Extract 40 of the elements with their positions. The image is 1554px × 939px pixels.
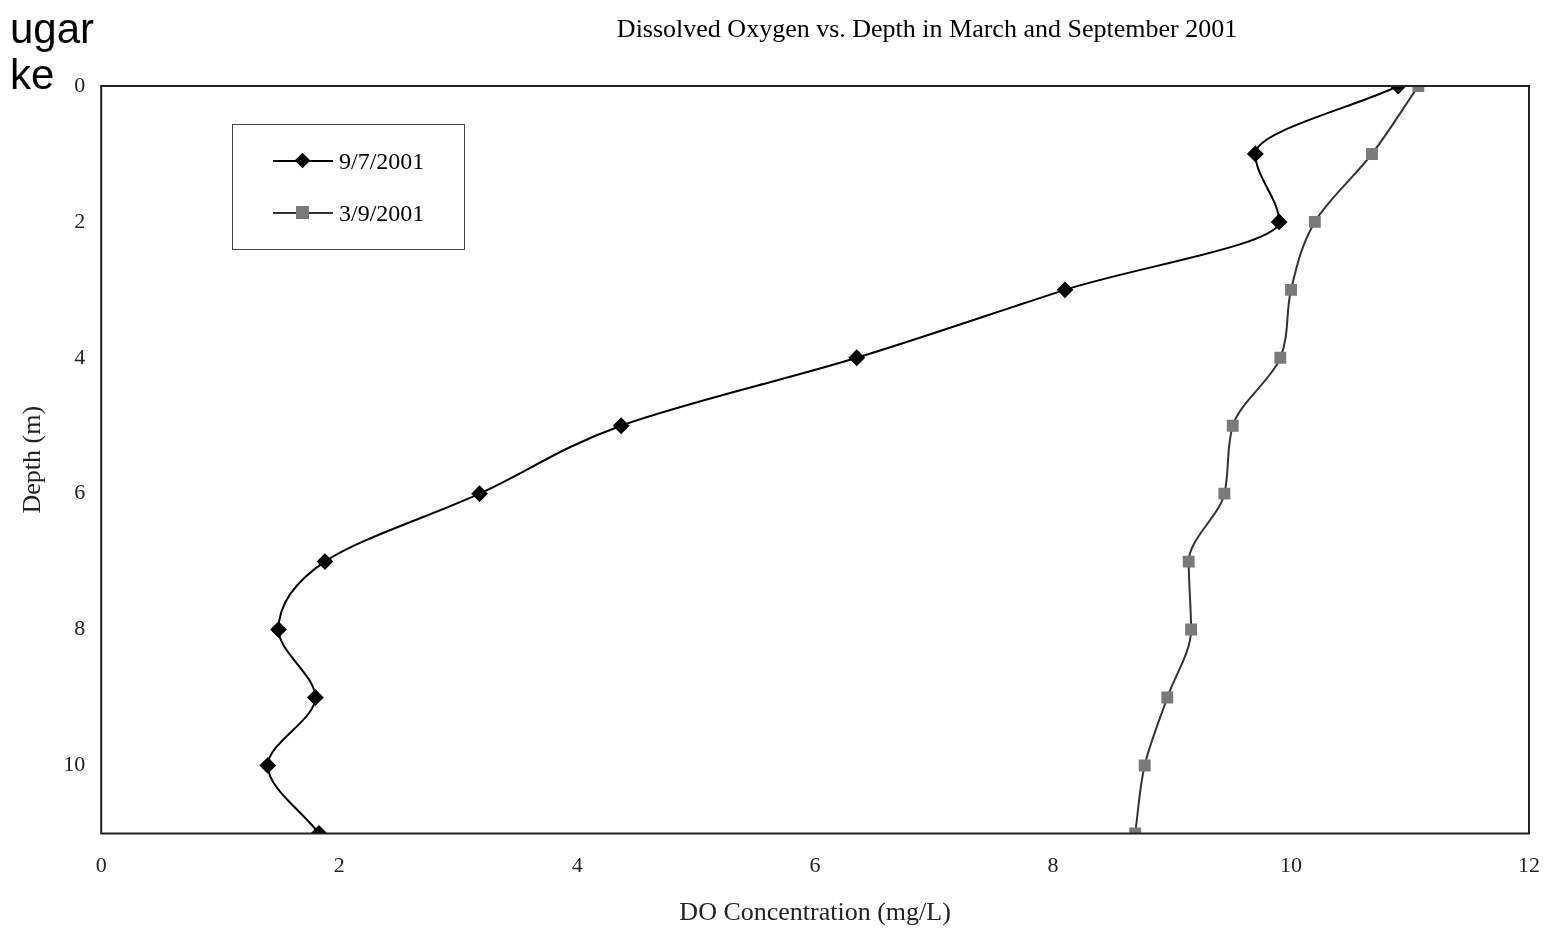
x-tick-label: 2 [333,852,345,878]
point [613,417,630,434]
chart-title: Dissolved Oxygen vs. Depth in March and September 2001 [616,14,1238,43]
y-tick-label: 6 [74,479,86,505]
point [1308,215,1321,228]
point [1247,145,1264,162]
point [471,485,488,502]
point [307,689,324,706]
y-axis-title: Depth (m) [17,405,47,514]
point [1274,351,1287,364]
legend-label: 9/7/2001 [339,147,425,175]
x-tick-label: 10 [1280,852,1303,878]
point [1226,419,1239,432]
y-tick-label: 8 [74,615,86,641]
text: ke [10,51,55,98]
x-tick-label: 12 [1518,852,1540,878]
text: ugar [10,5,95,52]
point [1161,691,1174,704]
x-axis-title: DO Concentration (mg/L) [679,897,951,927]
y-tick-label: 4 [74,343,86,369]
x-tick-label: 8 [1047,852,1059,878]
point [1185,623,1198,636]
point [1365,148,1378,160]
point [270,621,287,638]
point [1138,759,1151,772]
y-tick-label: 0 [74,71,86,97]
point [316,553,333,570]
legend-label: 3/9/2001 [339,199,425,227]
point [1182,555,1195,568]
point [1218,487,1231,500]
x-tick-label: 6 [809,852,821,878]
y-tick-label: 2 [74,207,86,233]
point [1271,213,1288,230]
y-tick-label: 10 [63,751,86,777]
x-tick-label: 0 [95,852,107,878]
point [1285,283,1297,296]
x-tick-label: 4 [571,852,583,878]
point [259,757,276,774]
point [1056,281,1073,298]
point [848,349,865,366]
